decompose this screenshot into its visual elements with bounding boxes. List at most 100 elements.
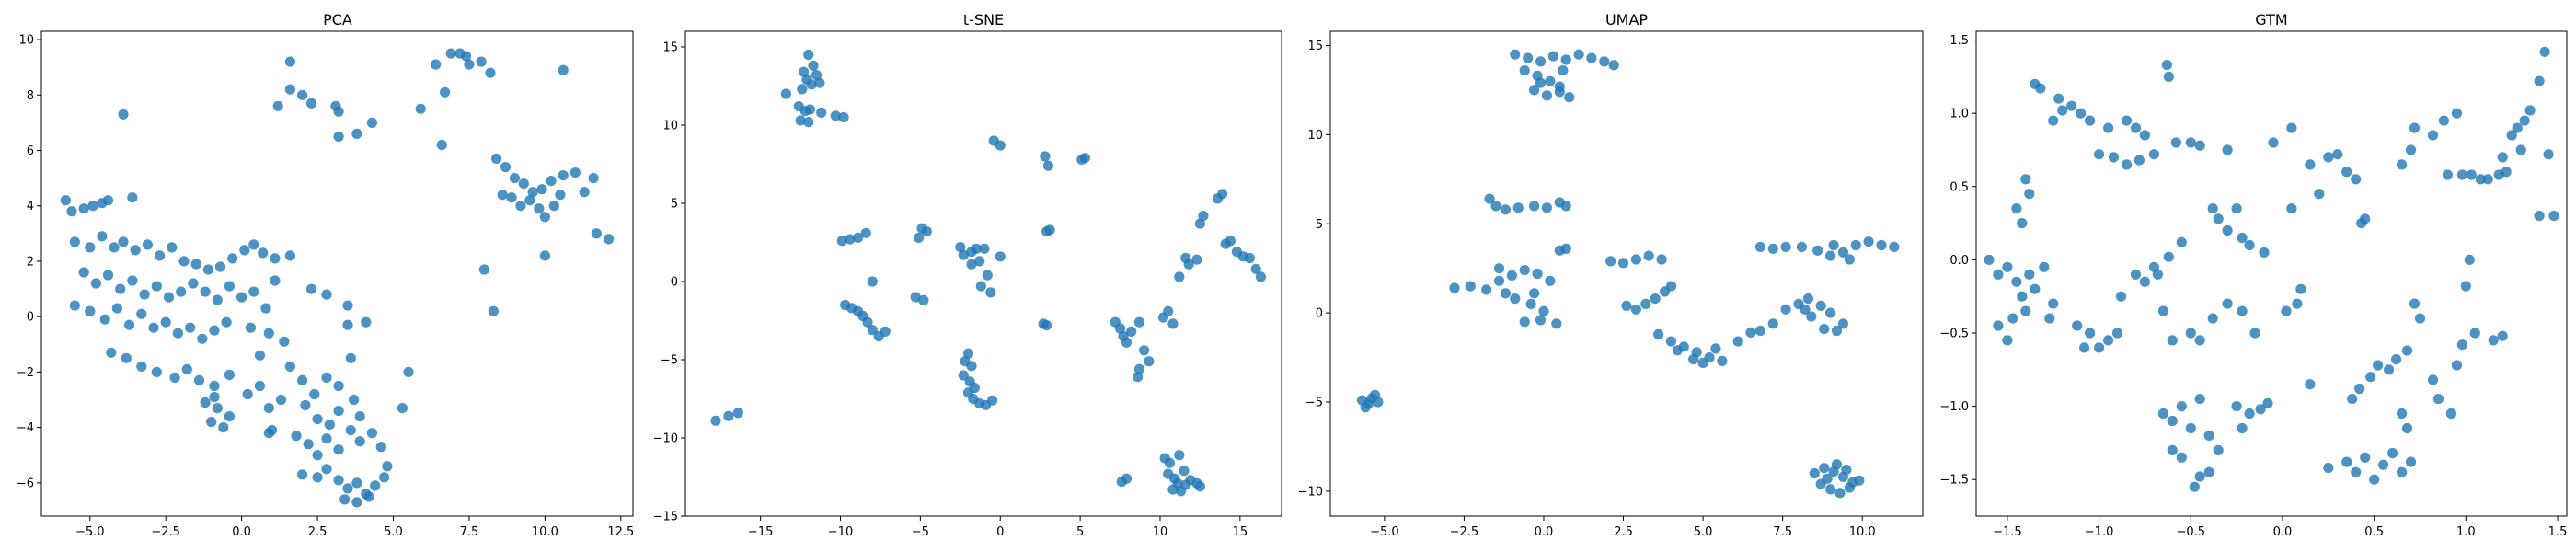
umap-point-89 — [1806, 311, 1817, 322]
pca-point-59 — [136, 361, 147, 372]
pca-point-100 — [333, 475, 344, 486]
pca-title: PCA — [323, 11, 352, 29]
gtm-point-34 — [1984, 254, 1995, 265]
gtm-point-79 — [2237, 422, 2248, 434]
umap-point-91 — [1831, 325, 1843, 337]
tsne-point-39 — [979, 243, 990, 254]
gtm-point-26 — [2237, 232, 2248, 244]
pca-point-53 — [221, 316, 232, 328]
pca-point-156 — [524, 195, 535, 206]
pca-point-50 — [185, 322, 196, 333]
pca-point-160 — [555, 190, 566, 201]
gtm-point-10 — [2130, 122, 2142, 133]
pca-x-axis: −5.0 −2.5 0.0 2.5 5.0 7.5 10.0 12.5 — [75, 516, 634, 539]
gtm-point-83 — [2194, 471, 2205, 482]
pca-point-49 — [172, 328, 183, 339]
gtm-point-146 — [2539, 46, 2550, 57]
gtm-xtick-label: 0.0 — [2273, 525, 2293, 539]
gtm-point-85 — [2281, 305, 2292, 316]
gtm-point-12 — [2094, 149, 2105, 160]
gtm-point-23 — [2213, 213, 2224, 224]
umap-point-26 — [1545, 275, 1556, 286]
pca-point-39 — [248, 286, 259, 297]
tsne-title: t-SNE — [963, 11, 1004, 29]
pca-point-47 — [148, 322, 159, 333]
pca-point-162 — [579, 187, 590, 198]
pca-point-125 — [297, 89, 308, 100]
gtm-point-123 — [2469, 328, 2480, 339]
umap-point-50 — [1656, 254, 1667, 265]
pca-point-15 — [167, 242, 178, 253]
tsne-xtick-label: 15 — [1233, 525, 1248, 539]
gtm-point-125 — [2497, 330, 2508, 341]
pca-point-54 — [245, 322, 257, 333]
umap-point-46 — [1605, 256, 1616, 267]
pca-point-133 — [415, 103, 426, 114]
umap-point-67 — [1732, 336, 1743, 347]
tsne-ytick-label: 15 — [662, 41, 678, 55]
gtm-point-38 — [2017, 291, 2028, 302]
pca-point-115 — [321, 289, 332, 300]
pca-point-12 — [130, 245, 141, 256]
tsne-point-51 — [1079, 153, 1090, 164]
gtm-point-21 — [2194, 140, 2205, 151]
gtm-point-74 — [2213, 444, 2224, 455]
tsne-point-28 — [880, 326, 891, 337]
pca-point-20 — [227, 253, 238, 264]
tsne-ytick-label: 10 — [662, 120, 678, 133]
umap-point-71 — [1754, 241, 1765, 252]
gtm-points — [1984, 46, 2559, 492]
umap-point-47 — [1617, 258, 1629, 269]
pca-point-147 — [509, 173, 521, 184]
gtm-point-47 — [2044, 313, 2055, 324]
tsne-xtick-label: 10 — [1153, 525, 1168, 539]
gtm-point-17 — [2161, 60, 2172, 71]
gtm-point-51 — [2103, 335, 2114, 346]
pca-point-70 — [224, 411, 235, 422]
pca-point-131 — [351, 128, 362, 139]
gtm-point-147 — [2543, 149, 2554, 160]
umap-point-15 — [1554, 86, 1565, 98]
pca-point-57 — [106, 347, 117, 358]
gtm-point-62 — [2185, 328, 2196, 339]
gtm-point-43 — [2002, 335, 2013, 346]
pca-point-117 — [361, 316, 372, 328]
tsne-point-90 — [1217, 189, 1228, 200]
umap-point-80 — [1876, 239, 1887, 251]
umap-point-65 — [1697, 357, 1708, 368]
gtm-point-124 — [2488, 335, 2499, 346]
umap-point-107 — [1834, 488, 1846, 499]
gtm-point-71 — [2185, 422, 2196, 434]
tsne-point-44 — [985, 287, 996, 298]
umap-point-8 — [1608, 60, 1619, 71]
gtm-point-19 — [2170, 137, 2181, 148]
gtm-point-27 — [2244, 239, 2255, 251]
pca-point-91 — [321, 433, 332, 444]
umap-point-66 — [1710, 343, 1721, 354]
umap-point-18 — [1558, 65, 1569, 76]
pca-point-72 — [218, 422, 229, 433]
gtm-point-64 — [2207, 313, 2218, 324]
pca-point-83 — [312, 414, 323, 425]
pca-point-21 — [239, 245, 250, 256]
pca-point-130 — [333, 131, 344, 142]
gtm-point-119 — [2451, 360, 2462, 371]
tsne-point-38 — [971, 243, 982, 254]
gtm-point-100 — [2384, 364, 2395, 375]
pca-point-126 — [305, 98, 317, 109]
pca-point-148 — [518, 178, 529, 190]
pca-point-104 — [370, 480, 381, 491]
gtm-title: GTM — [2255, 11, 2287, 29]
pca-ytick-label: 10 — [18, 34, 34, 48]
umap-xtick-label: 2.5 — [1614, 525, 1633, 539]
gtm-point-2 — [2053, 93, 2064, 104]
gtm-point-144 — [2524, 105, 2536, 116]
pca-point-64 — [209, 380, 220, 392]
umap-point-109 — [1854, 475, 1865, 486]
gtm-point-55 — [2139, 276, 2150, 287]
pca-point-114 — [342, 300, 353, 311]
tsne-point-0 — [803, 49, 814, 61]
gtm-point-65 — [2222, 298, 2233, 309]
umap-point-68 — [1745, 327, 1756, 338]
